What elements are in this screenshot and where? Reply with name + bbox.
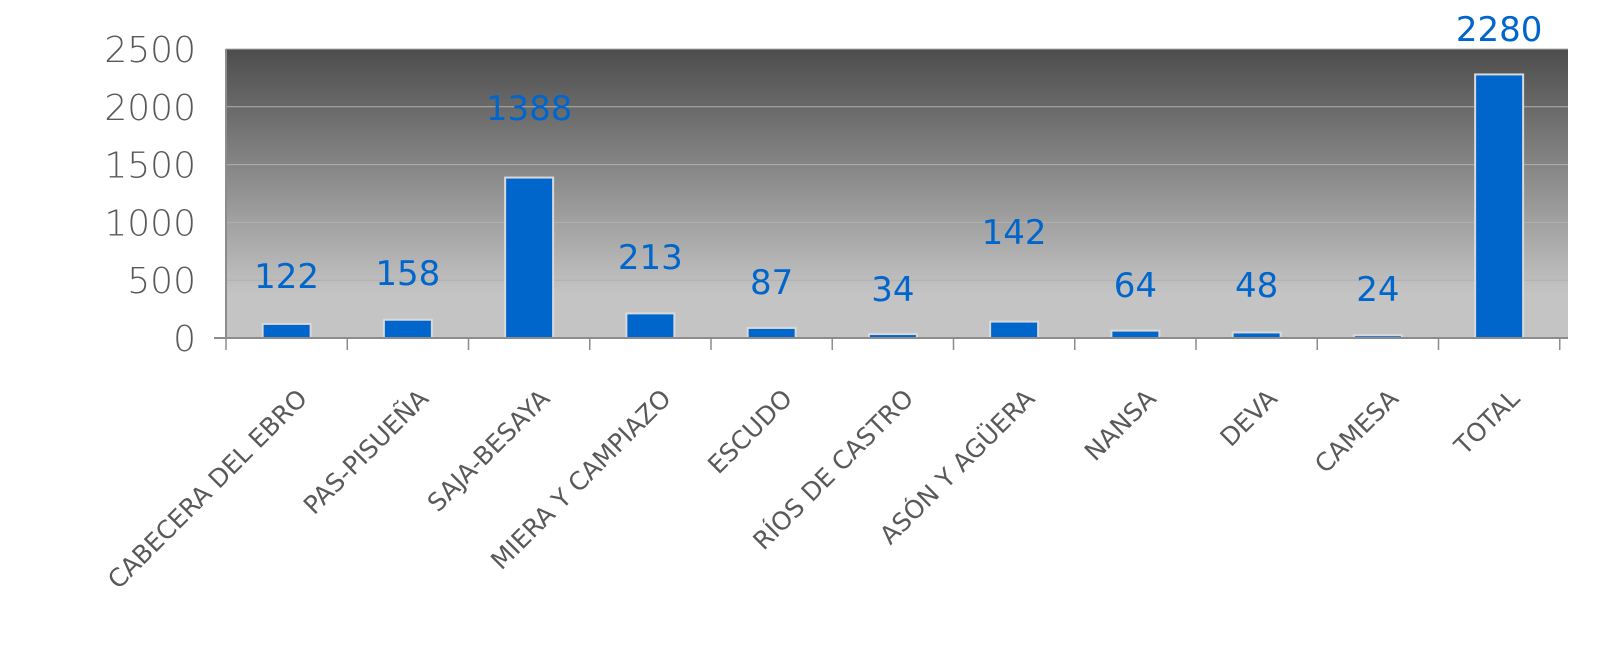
x-category-label: CAMESA	[1309, 384, 1404, 479]
bar	[1474, 73, 1525, 339]
y-tick-label: 1500	[104, 146, 196, 187]
y-tick-label: 2500	[104, 30, 196, 71]
data-label: 122	[254, 257, 319, 297]
data-label: 34	[871, 270, 914, 310]
x-category-label: CABECERA DEL EBRO	[102, 384, 313, 595]
data-label: 142	[982, 213, 1047, 253]
data-label: 1388	[486, 89, 573, 129]
data-label: 158	[375, 254, 440, 294]
bar	[625, 312, 676, 339]
plot-area	[226, 49, 1568, 338]
bar	[1110, 329, 1161, 339]
data-label: 48	[1235, 266, 1278, 306]
x-category-label: TOTAL	[1448, 384, 1525, 461]
x-category-label: DEVA	[1215, 384, 1283, 452]
bars-group	[261, 73, 1525, 340]
y-axis-tick-labels: 0 500 1000 1500 2000 2500	[104, 30, 196, 360]
bar	[746, 326, 797, 340]
y-tick-label: 2000	[104, 88, 196, 129]
x-category-label: NANSA	[1079, 384, 1162, 467]
data-label: 2280	[1456, 10, 1543, 50]
bar	[382, 318, 433, 339]
data-labels: 122 158 1388 213 87 34 142 64 48 24 2280	[254, 10, 1542, 310]
axes	[214, 49, 1568, 350]
bar	[989, 320, 1040, 340]
data-label: 64	[1114, 266, 1157, 306]
y-tick-label: 1000	[104, 203, 196, 244]
data-label: 87	[750, 263, 793, 303]
data-label: 213	[618, 238, 683, 278]
x-category-label: SAJA-BESAYA	[422, 384, 556, 518]
gridlines	[226, 48, 1568, 281]
y-tick-label: 0	[173, 319, 196, 360]
x-axis-category-labels: CABECERA DEL EBROPAS-PISUEÑASAJA-BESAYAM…	[102, 383, 1525, 594]
x-category-label: ESCUDO	[702, 384, 798, 480]
x-category-label: PAS-PISUEÑA	[297, 383, 434, 520]
y-tick-label: 500	[127, 261, 196, 302]
data-label: 24	[1356, 270, 1399, 310]
bar	[261, 322, 312, 339]
bar	[504, 176, 555, 339]
